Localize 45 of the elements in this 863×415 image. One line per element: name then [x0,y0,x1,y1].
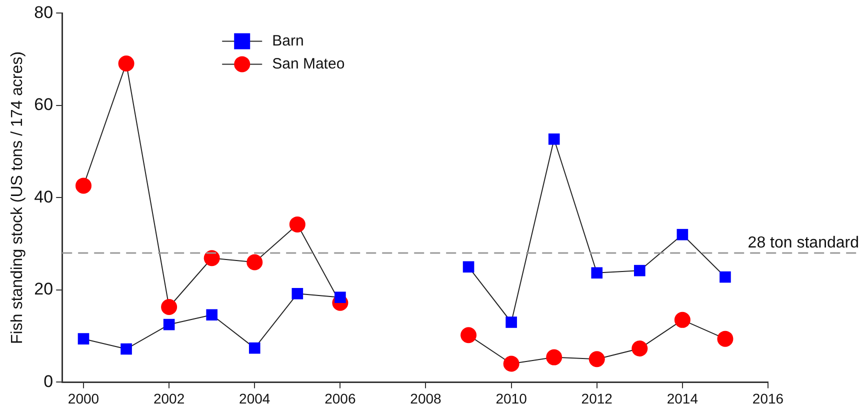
y-tick-label: 20 [34,280,54,299]
y-tick-label: 60 [34,95,54,114]
point [206,309,218,321]
point [720,271,731,283]
point [462,261,474,273]
y-tick-label: 40 [34,187,54,206]
point [674,312,690,328]
x-tick-label: 2008 [410,390,442,406]
point [161,299,178,316]
legend-label: Barn [272,32,304,50]
point [204,250,220,266]
point [163,318,175,330]
point [120,343,132,355]
point [292,288,304,300]
x-tick-label: 2000 [68,390,100,406]
point [246,254,263,270]
point [248,342,260,354]
x-tick-label: 2004 [239,390,270,406]
point [334,292,346,303]
point [634,264,646,276]
y-tick-label: 80 [34,2,54,22]
point [632,340,648,357]
point [676,228,688,240]
legend-label: San Mateo [272,55,345,72]
y-tick-label: 0 [44,372,54,391]
point [588,351,605,368]
point [548,133,560,145]
point [717,330,734,347]
x-tick-label: 2012 [581,390,613,406]
x-tick-label: 2014 [666,390,698,406]
x-tick-label: 2002 [153,390,185,406]
x-tick-label: 2010 [496,390,528,406]
point [289,216,306,232]
point [591,267,603,279]
y-axis-title: Fish standing stock (US tons / 174 acres) [9,51,26,344]
x-tick-label: 2016 [752,390,784,406]
point [78,333,90,344]
point [460,327,477,344]
point [506,316,517,328]
ref-line-label: 28 ton standard [748,234,859,252]
point [546,349,562,366]
point [503,356,520,372]
point [118,55,134,72]
point [76,178,92,194]
x-tick-label: 2006 [324,390,356,406]
